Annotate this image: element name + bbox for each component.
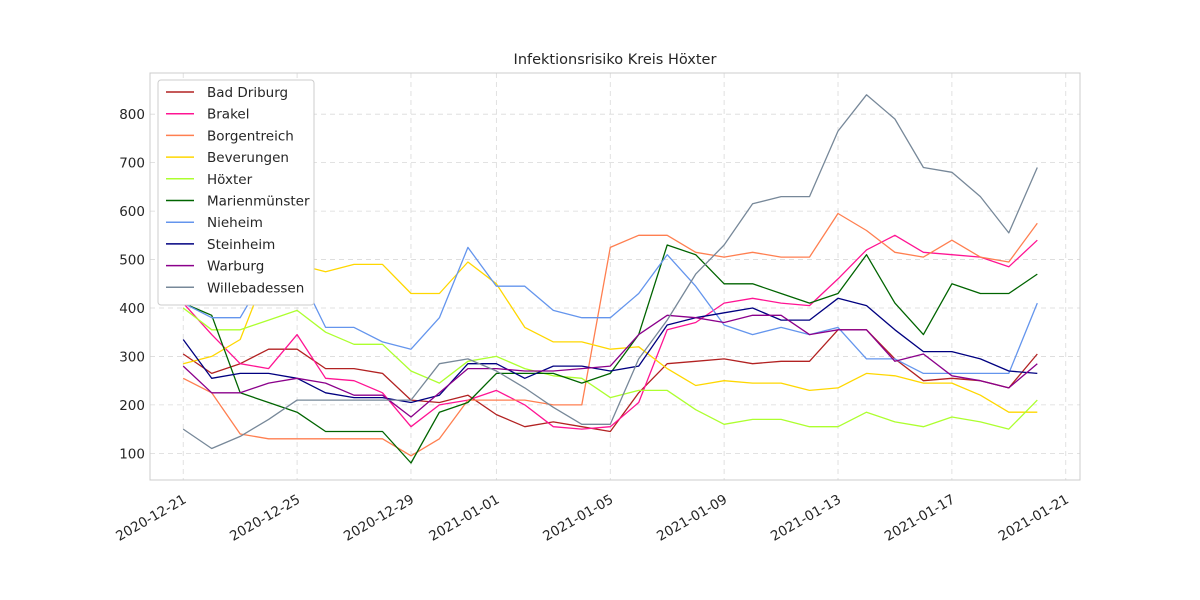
y-tick-label: 300 [119,349,145,365]
series-line-nieheim [182,246,1038,375]
legend-label: Willebadessen [207,280,304,296]
legend-label: Borgentreich [207,128,294,144]
legend-label: Bad Driburg [207,85,288,101]
x-tick-label: 2021-01-05 [540,492,616,545]
legend-label: Steinheim [207,237,275,253]
y-tick-label: 600 [119,204,145,220]
y-tick-label: 700 [119,156,145,172]
chart-title: Infektionsrisiko Kreis Höxter [514,52,717,68]
series-line-steinheim [182,297,1038,404]
y-tick-label: 200 [119,398,145,414]
series-line-willebadessen [182,94,1038,450]
x-tick-label: 2020-12-29 [341,492,417,545]
axes-frame [149,72,1081,481]
legend-label: Nieheim [207,215,263,231]
legend-label: Höxter [207,172,253,188]
x-tick-label: 2021-01-13 [768,492,844,545]
x-tick-label: 2020-12-21 [113,492,189,545]
legend-box [157,79,315,306]
y-tick-label: 100 [119,446,145,462]
legend-label: Marienmünster [207,194,310,210]
series-line-beverungen [183,261,1038,413]
series-line-höxter [182,307,1038,430]
y-tick-label: 500 [119,253,145,269]
y-tick-labels: 100 200 300 400 500 600 700 800 [119,107,145,462]
x-tick-label: 2021-01-17 [882,492,958,545]
series-line-brakel [182,234,1038,430]
series-line-marienmünster [182,244,1038,464]
legend-label: Beverungen [207,150,289,166]
x-tick-label: 2020-12-25 [227,492,303,545]
y-tick-label: 800 [119,107,145,123]
series-line-warburg [182,314,1038,418]
x-tick-label: 2021-01-09 [654,492,730,545]
x-tick-label: 2021-01-21 [996,492,1072,545]
legend: Bad Driburg Brakel Borgentreich Beverungen H… [157,79,315,306]
series-layer [182,94,1038,464]
legend-label: Brakel [207,107,249,123]
series-line-borgentreich [182,212,1038,457]
x-tick-labels: 2020-12-21 2020-12-25 2020-12-29 2021-01-01… [113,492,1072,545]
y-tick-label: 400 [119,301,145,317]
legend-label: Warburg [207,259,264,275]
x-tick-label: 2021-01-01 [426,492,502,545]
